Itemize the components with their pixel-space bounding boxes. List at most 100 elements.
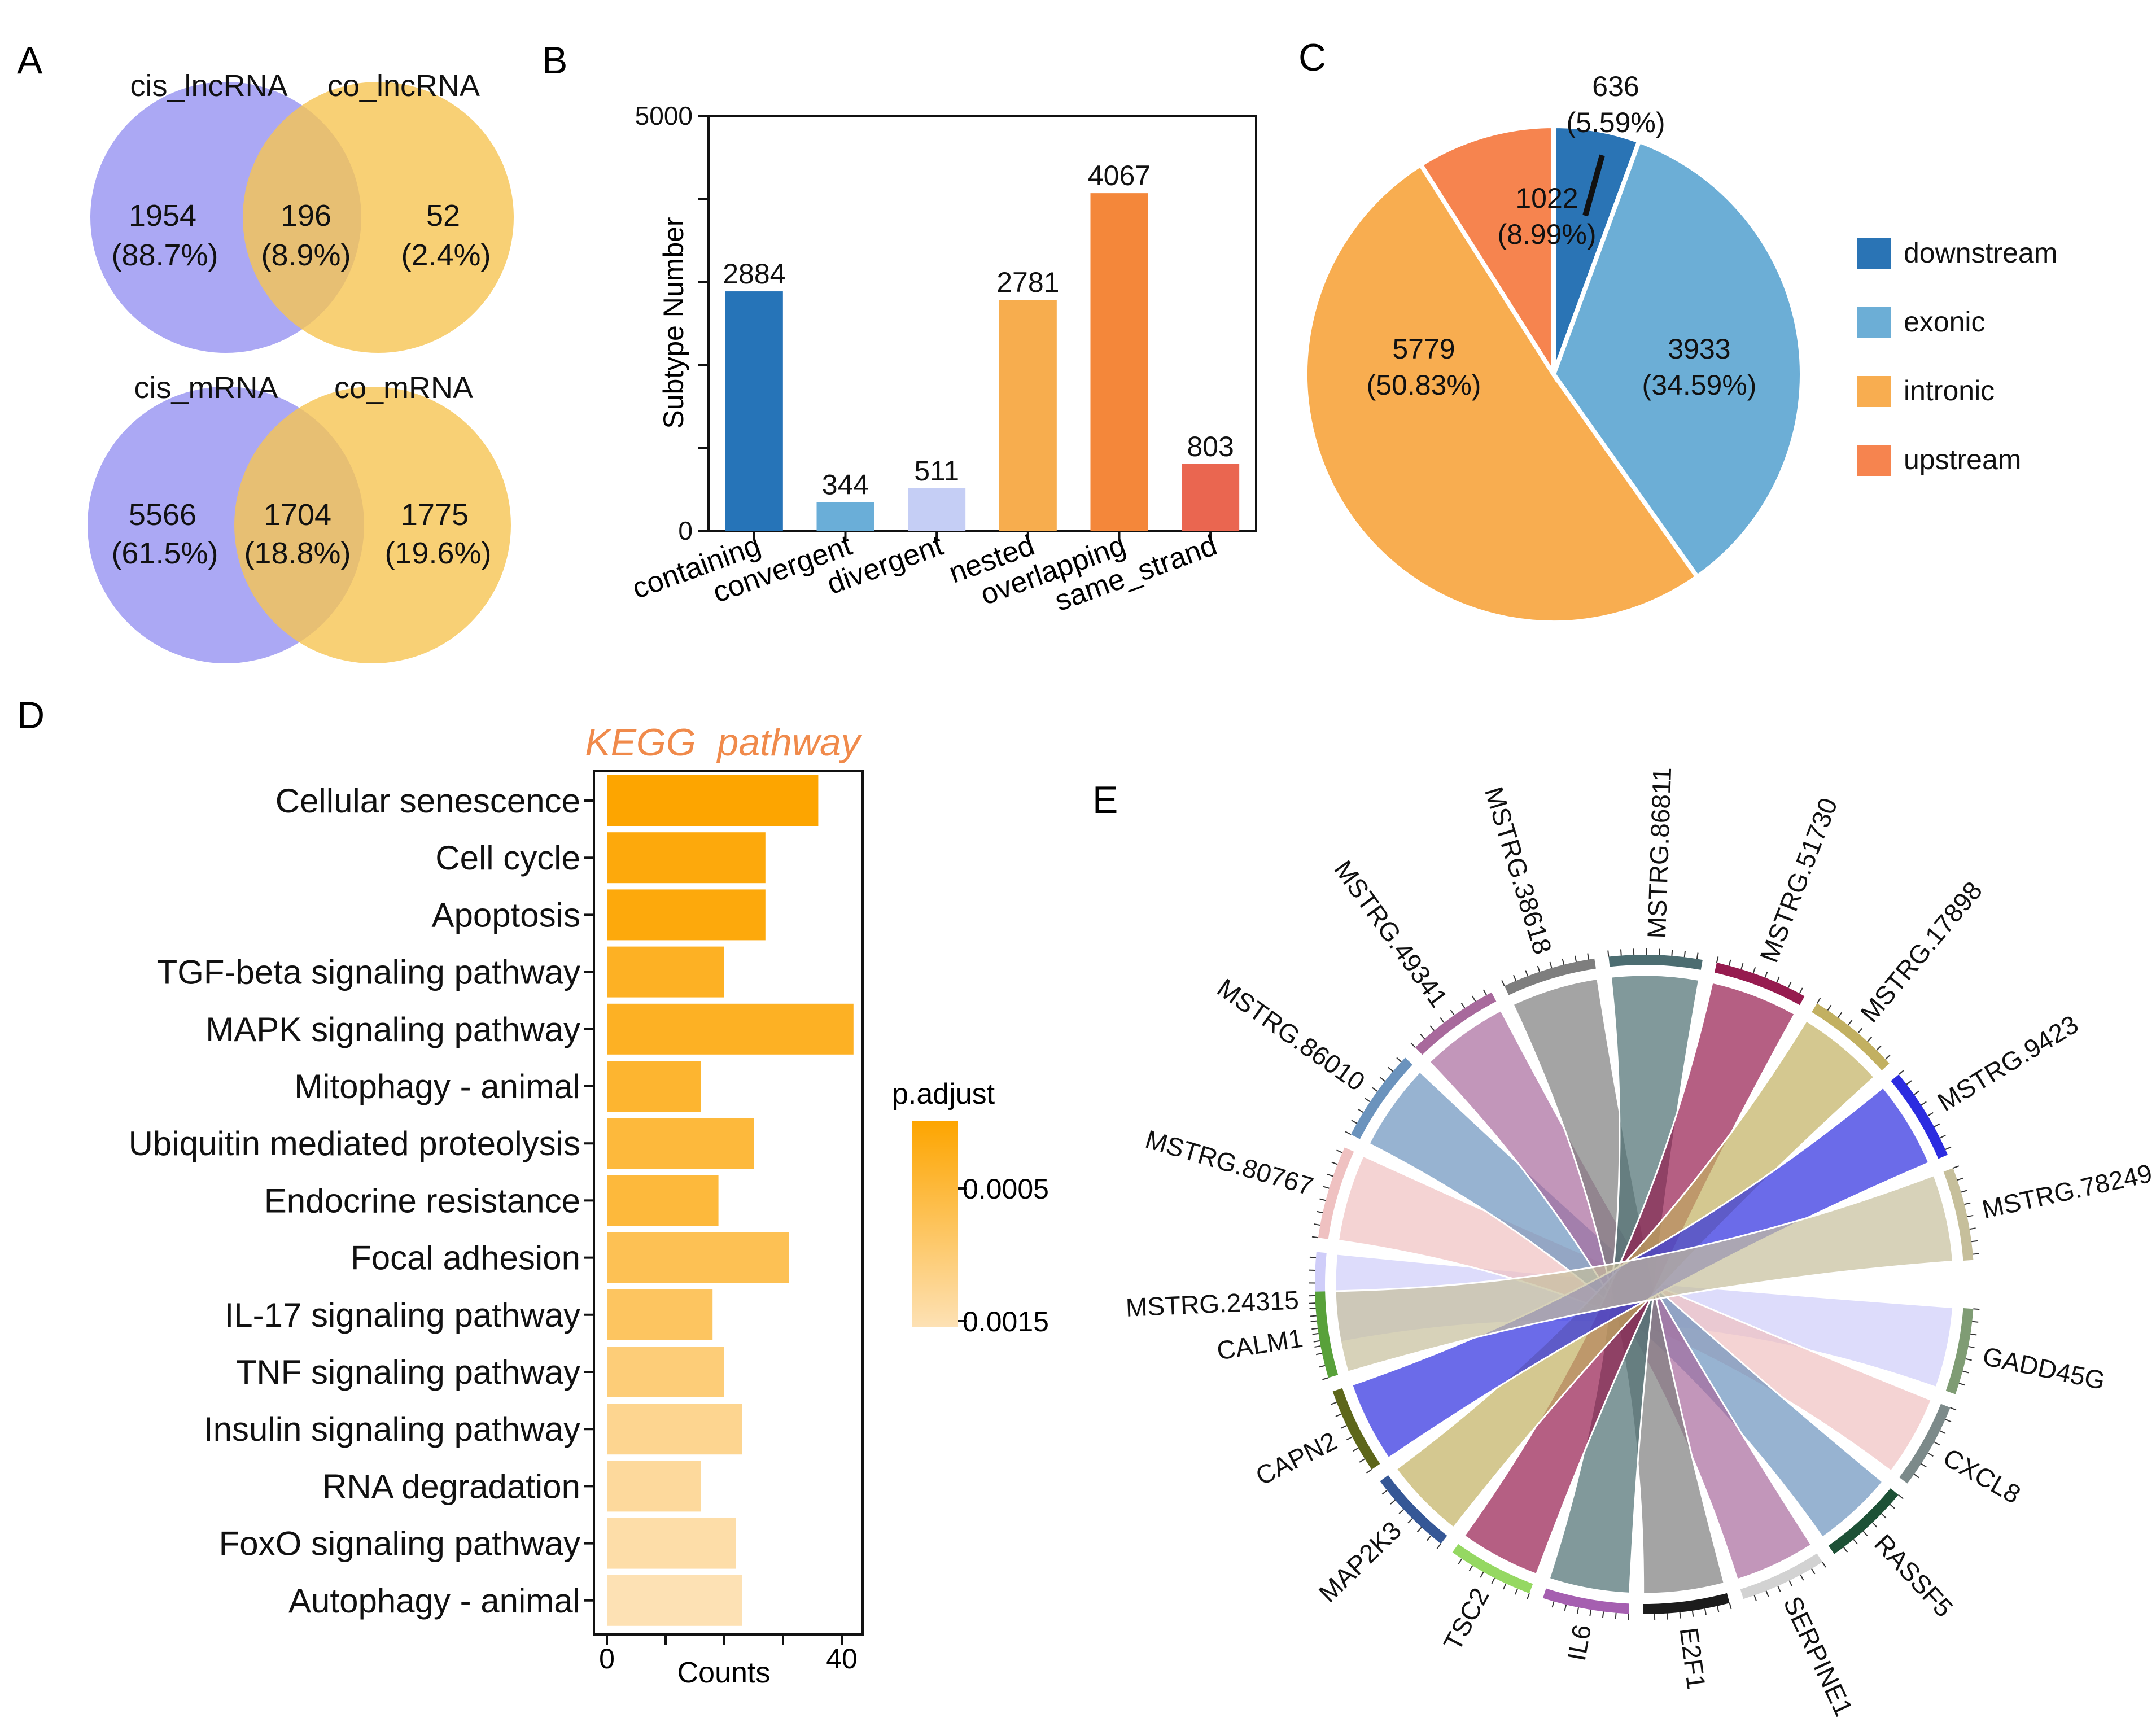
chord-scale-tick [1562,958,1565,965]
chord-scale-tick [1390,1500,1396,1505]
chord-scale-tick [1967,1214,1974,1218]
chord-scale-tick [1336,1149,1343,1153]
chord-scale-tick [1323,1186,1330,1189]
chord-scale-tick [1379,1077,1385,1082]
chord-scale-tick [1872,1522,1878,1528]
chord-scale-tick [1514,1588,1519,1595]
pie-slice-upstream [1417,123,1556,382]
legend-label-exonic: exonic [1904,306,1986,338]
chord-scale-tick [1716,1606,1720,1612]
chord-scale-tick [1322,1377,1329,1380]
chord-scale-tick [1551,1601,1555,1608]
chord-scale-tick [1309,1302,1315,1304]
chord-scale-tick [1309,1308,1316,1310]
legend-label-downstream: downstream [1904,237,2057,269]
chord-scale-tick [1934,1123,1940,1127]
chord-label: MSTRG.80767 [1142,1124,1317,1201]
chord-scale-tick [1964,1202,1971,1205]
chord-scale-tick [1927,1452,1934,1457]
chord-scale-tick [1753,1595,1757,1602]
bar-value-label: 344 [822,469,869,500]
chord-segment-MSTRG.80767 [1318,1147,1354,1239]
bar-value-label: 2781 [996,266,1059,298]
chord-scale-tick [1776,976,1780,983]
chord-scale-tick [1351,1120,1357,1124]
chord-scale-tick [1574,955,1577,962]
venn-left-set-label: cis_mRNA [134,371,278,405]
kegg-plot-frame [593,770,864,1636]
venn-circle-right [243,82,514,353]
chord-label: MSTRG.9423 [1932,1009,2083,1117]
chord-scale-tick [1313,1340,1320,1343]
chord-scale-tick [1843,1546,1848,1553]
chord-scale-tick [1728,959,1731,966]
legend-swatch-upstream [1857,445,1891,476]
kegg-pathway-label: Insulin signaling pathway [204,1410,580,1448]
kegg-bar [607,1404,742,1455]
bar-containing [725,291,783,531]
chord-scale-tick [1950,1407,1957,1411]
chord-segment-MSTRG.51730 [1714,963,1805,1006]
bar-overlapping [1090,193,1148,531]
chord-scale-tick [1388,1066,1393,1072]
y-tick-label: 0 [678,516,693,545]
chord-segment-MSTRG.9423 [1891,1074,1948,1159]
chord-scale-tick [1811,1568,1816,1575]
chord-scale-tick [1838,1012,1843,1018]
y-axis-label: Subtype Number [658,217,689,429]
venn-overlap-percent: (8.9%) [261,238,351,272]
chord-scale-tick [1939,1430,1946,1434]
chord-scale-tick [1398,1509,1404,1514]
chord-scale-tick [1472,995,1476,1002]
chord-scale-tick [1357,1108,1364,1113]
venn-overlap-count: 1704 [264,498,331,532]
chord-scale-tick [1429,1025,1435,1031]
chord-scale-tick [1787,982,1792,988]
panel-a-letter: A [17,39,43,82]
pie-slice-intronic [1303,161,1701,625]
chord-scale-tick [1921,1463,1927,1468]
chord-scale-tick [1696,952,1699,959]
legend-swatch-intronic [1857,376,1891,407]
chord-scale-tick [1679,1612,1681,1619]
kegg-pathway-label: Cell cycle [435,839,580,877]
venn-lncrna: cis_lncRNA co_lncRNA 1954 (88.7%) 196 (8… [90,69,514,353]
colorbar-tick-label: 0.0005 [963,1173,1049,1205]
chord-scale-tick [1372,1087,1378,1092]
chord-scale-tick [1311,1236,1319,1239]
pie-value-label: 1022 [1515,182,1578,214]
chord-scale-tick [1420,1034,1425,1039]
chord-scale-tick [1968,1345,1975,1348]
pie-chart: 636 (5.59%) 3933 (34.59%) 5779 (50.83%) 1022 (8… [1303,71,1804,625]
venn-overlap-percent: (18.8%) [244,536,351,570]
bar-convergent [816,502,874,531]
chord-segment-IL6 [1543,1588,1629,1614]
kegg-bar [607,1347,724,1397]
chord-scale-tick [1729,1602,1732,1610]
chord-scale-tick [1927,1112,1934,1117]
legend-label-upstream: upstream [1904,444,2021,475]
chord-scale-tick [1847,1020,1853,1026]
chord-segment-CALM1 [1315,1291,1339,1378]
x-tick-label: 40 [826,1643,858,1675]
chord-scale-tick [1381,1489,1388,1495]
kegg-bar [607,1461,701,1512]
venn-right-count: 1775 [401,498,469,532]
panel-e-letter: E [1092,779,1118,821]
chord-scale-tick [1525,970,1529,977]
chord-scale-tick [1396,1057,1402,1063]
chord-scale-tick [1410,1042,1416,1048]
x-axis-label: Counts [677,1656,771,1689]
chord-scale-tick [1740,963,1744,969]
kegg-bar [607,1118,754,1169]
legend-label-intronic: intronic [1904,375,1995,406]
chord-scale-tick [1890,1503,1895,1509]
chord-scale-tick [1816,998,1821,1004]
chord-scale-tick [1957,1177,1963,1181]
chord-segment-MAP2K3 [1380,1475,1447,1544]
chord-segment-RASSF5 [1828,1488,1899,1554]
kegg-bar [607,1003,854,1055]
chord-scale-tick [1503,1583,1507,1590]
chord-label: MSTRG.38618 [1479,784,1558,958]
